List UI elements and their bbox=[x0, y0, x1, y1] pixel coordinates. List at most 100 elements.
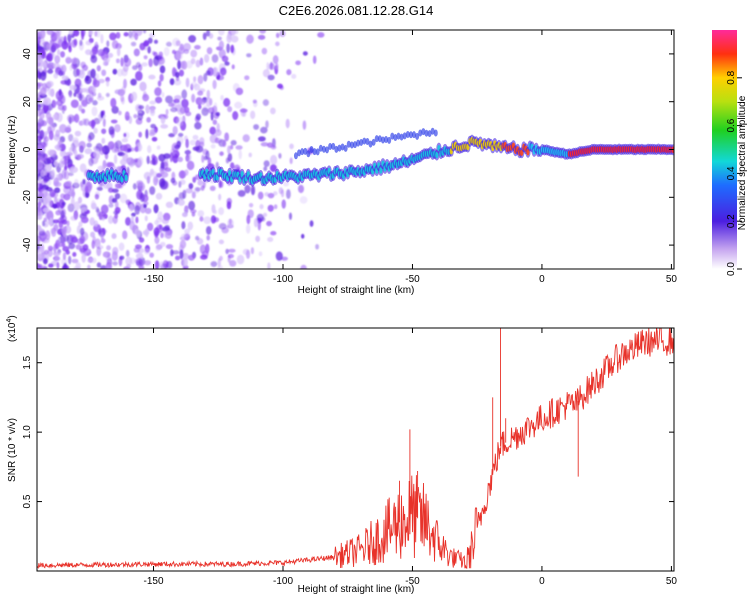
noise-blob bbox=[154, 260, 160, 269]
noise-blob bbox=[188, 254, 195, 261]
noise-blob bbox=[53, 160, 59, 167]
noise-blob bbox=[97, 78, 105, 84]
noise-blob bbox=[181, 98, 189, 108]
noise-blob bbox=[130, 91, 138, 102]
noise-blob bbox=[50, 31, 58, 42]
noise-blob bbox=[111, 105, 119, 114]
noise-blob bbox=[199, 99, 206, 105]
noise-blob bbox=[267, 262, 271, 269]
noise-blob bbox=[46, 80, 54, 88]
noise-blob bbox=[97, 49, 106, 57]
noise-blob bbox=[237, 189, 246, 197]
ridge-branch bbox=[421, 128, 426, 136]
noise-blob bbox=[213, 66, 219, 77]
noise-blob bbox=[145, 104, 150, 114]
ridge-branch bbox=[430, 127, 435, 135]
noise-blob bbox=[265, 120, 269, 129]
noise-blob bbox=[230, 140, 237, 146]
noise-blob bbox=[228, 218, 232, 225]
noise-blob bbox=[46, 117, 53, 125]
ridge-branch bbox=[418, 129, 423, 137]
noise-blob bbox=[269, 164, 277, 172]
noise-blob bbox=[176, 116, 184, 127]
noise-blob bbox=[187, 221, 194, 231]
ridge-branch bbox=[312, 148, 317, 156]
noise-blob bbox=[250, 110, 256, 120]
noise-blob bbox=[281, 189, 285, 198]
noise-blob bbox=[174, 255, 181, 261]
noise-blob bbox=[244, 75, 250, 81]
noise-blob bbox=[154, 220, 159, 226]
noise-blob bbox=[139, 192, 145, 203]
colorbar-gradient bbox=[712, 30, 737, 269]
colorbar-tick-label: 0.8 bbox=[726, 70, 737, 84]
noise-blob bbox=[78, 93, 83, 102]
noise-blob bbox=[175, 71, 180, 78]
noise-blob bbox=[119, 193, 128, 204]
noise-blob bbox=[80, 216, 89, 224]
noise-blob bbox=[226, 201, 232, 210]
noise-blob bbox=[162, 180, 169, 190]
noise-blob bbox=[117, 110, 122, 116]
ridge-core bbox=[124, 174, 128, 182]
noise-blob bbox=[61, 242, 66, 248]
noise-blob bbox=[122, 230, 128, 240]
noise-blob bbox=[154, 230, 159, 238]
noise-blob bbox=[235, 87, 244, 96]
noise-blob bbox=[78, 221, 83, 228]
noise-blob bbox=[219, 151, 224, 156]
noise-blob bbox=[165, 95, 173, 104]
noise-blob bbox=[69, 84, 77, 91]
noise-blob bbox=[40, 169, 45, 177]
noise-blob bbox=[93, 148, 101, 159]
noise-blob bbox=[191, 191, 196, 199]
noise-blob bbox=[112, 246, 119, 256]
noise-blob bbox=[112, 68, 118, 75]
noise-blob bbox=[68, 147, 73, 153]
snr-y-label: SNR (10 * v/v) bbox=[7, 418, 18, 482]
noise-blob bbox=[138, 105, 145, 110]
noise-blob bbox=[83, 252, 87, 258]
noise-blob bbox=[145, 128, 149, 139]
noise-blob bbox=[68, 90, 73, 96]
noise-blob bbox=[297, 184, 305, 194]
noise-blob bbox=[144, 208, 152, 214]
noise-blob bbox=[273, 204, 278, 210]
noise-blob bbox=[148, 58, 153, 68]
noise-blob bbox=[224, 132, 230, 142]
noise-blob bbox=[279, 85, 284, 90]
y-tick-label: 0 bbox=[22, 146, 33, 152]
noise-blob bbox=[97, 92, 102, 98]
noise-blob bbox=[183, 232, 191, 238]
ridge-branch bbox=[371, 138, 376, 146]
noise-blob bbox=[54, 187, 61, 194]
colorbar-label: Normalized spectral amplitude bbox=[737, 95, 748, 230]
noise-blob bbox=[153, 175, 159, 186]
noise-blob bbox=[38, 230, 46, 236]
noise-blob bbox=[262, 99, 269, 106]
noise-blob bbox=[61, 226, 67, 237]
noise-blob bbox=[213, 209, 217, 214]
noise-blob bbox=[49, 217, 53, 227]
noise-blob bbox=[94, 30, 98, 37]
noise-blob bbox=[242, 134, 250, 143]
snr-y-scale-exponent: 4 bbox=[6, 319, 13, 323]
noise-blob bbox=[218, 239, 225, 245]
noise-blob bbox=[267, 192, 275, 199]
noise-blob bbox=[71, 258, 79, 264]
noise-blob bbox=[68, 255, 72, 265]
noise-blob bbox=[270, 154, 278, 165]
noise-blob bbox=[41, 61, 48, 68]
x-tick-label: 0 bbox=[539, 274, 545, 285]
noise-blob bbox=[76, 153, 84, 159]
noise-blob bbox=[70, 99, 79, 109]
noise-blob bbox=[65, 180, 73, 187]
y-tick-label: 1.5 bbox=[22, 355, 33, 369]
noise-blob bbox=[60, 51, 66, 58]
noise-blob bbox=[197, 210, 205, 218]
noise-blob bbox=[107, 141, 115, 150]
noise-blob bbox=[112, 215, 118, 225]
noise-blob bbox=[225, 157, 230, 164]
noise-blob bbox=[262, 212, 268, 217]
noise-blob bbox=[90, 119, 96, 130]
